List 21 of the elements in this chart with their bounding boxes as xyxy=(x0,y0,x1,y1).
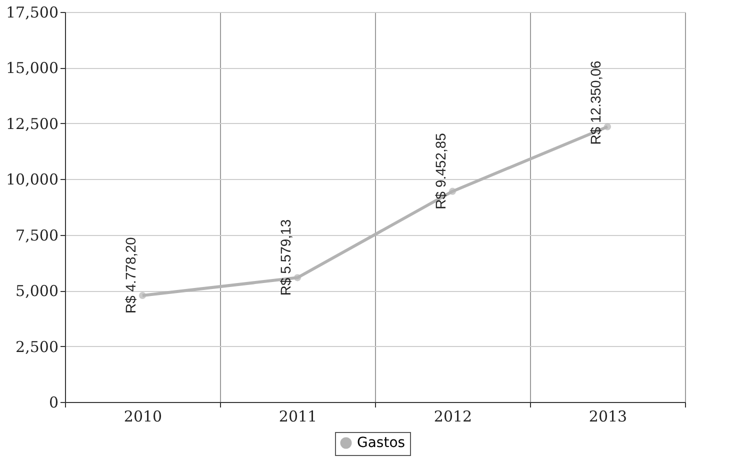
y-tick-label: 12,500 xyxy=(6,114,58,133)
data-label: R$ 4.778,20 xyxy=(122,237,138,314)
x-tick-label: 2011 xyxy=(278,408,318,426)
y-tick-label: 2,500 xyxy=(16,338,58,356)
y-tick-label: 17,500 xyxy=(6,4,58,22)
data-label: R$ 5.579,13 xyxy=(278,219,294,296)
y-tick-label: 0 xyxy=(48,394,58,412)
y-tick-label: 7,500 xyxy=(16,226,58,244)
x-tick-label: 2012 xyxy=(434,408,472,426)
point xyxy=(138,292,146,300)
x-tick-label: 2013 xyxy=(588,408,628,426)
point xyxy=(448,188,456,195)
y-tick-label: 10,000 xyxy=(6,170,58,189)
data-label: R$ 12.350,06 xyxy=(588,60,604,145)
point xyxy=(604,123,612,130)
point xyxy=(294,274,302,282)
legend-label: Gastos xyxy=(357,435,406,451)
y-tick-label: 15,000 xyxy=(6,59,58,78)
y-tick-label: 5,000 xyxy=(16,282,58,300)
x-tick-label: 2010 xyxy=(124,408,162,426)
data-label: R$ 9.452,85 xyxy=(432,132,448,210)
